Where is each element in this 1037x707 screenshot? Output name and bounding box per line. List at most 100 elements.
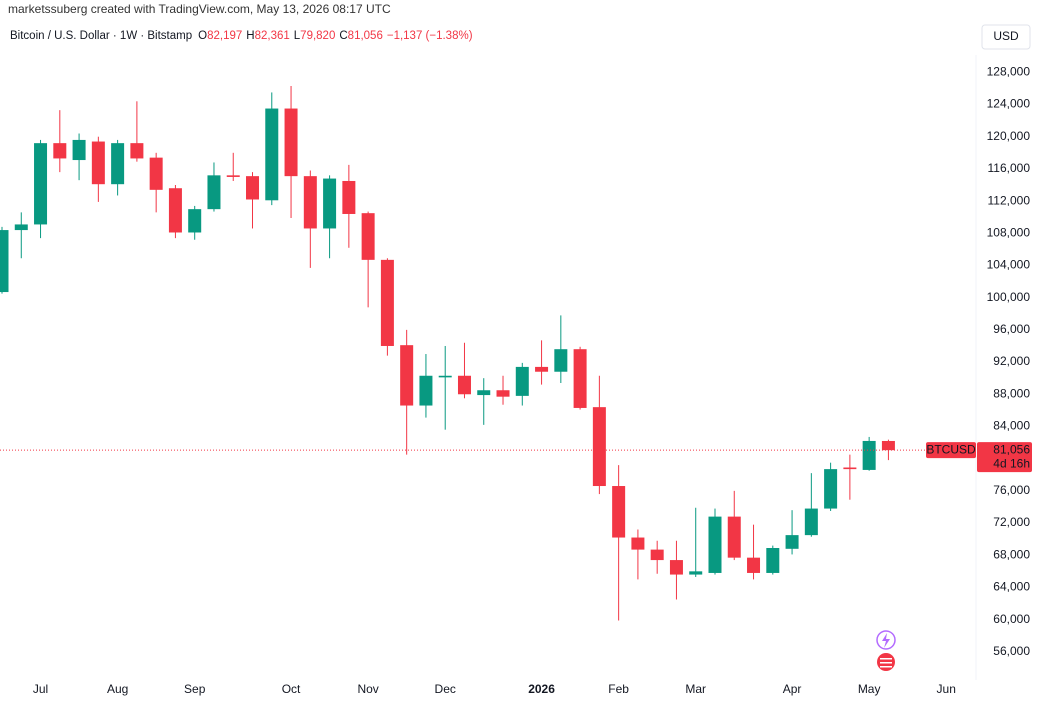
price-countdown: 4d 16h bbox=[993, 456, 1030, 470]
candle-body bbox=[515, 366, 529, 396]
legend-value: 82,197 bbox=[207, 30, 242, 42]
y-tick-label: 88,000 bbox=[993, 386, 1030, 400]
candle-body bbox=[727, 516, 741, 558]
candle-body bbox=[804, 508, 818, 536]
x-tick-label: Oct bbox=[282, 682, 301, 696]
x-tick-label: Nov bbox=[357, 682, 378, 696]
candle-body bbox=[881, 440, 895, 451]
legend-key: L bbox=[294, 30, 301, 42]
y-tick-label: 64,000 bbox=[993, 580, 1030, 594]
currency[interactable]: USD bbox=[993, 29, 1019, 43]
candle-body bbox=[0, 230, 9, 293]
candle-body bbox=[14, 224, 28, 231]
candle-body bbox=[496, 390, 510, 397]
candle-body bbox=[747, 557, 761, 573]
price-tag: 81,056 bbox=[993, 442, 1030, 456]
candle-body bbox=[477, 390, 491, 396]
candle-body bbox=[650, 549, 664, 561]
candle-body bbox=[785, 535, 799, 549]
candle-body bbox=[457, 375, 471, 395]
candle-body bbox=[380, 259, 394, 346]
candle-body bbox=[34, 143, 48, 225]
candle-body bbox=[573, 349, 587, 408]
y-tick-label: 112,000 bbox=[988, 193, 1031, 207]
y-tick-label: 60,000 bbox=[993, 612, 1030, 626]
candle-body bbox=[419, 375, 433, 406]
x-tick-label: May bbox=[858, 682, 881, 696]
candle-body bbox=[689, 571, 703, 575]
candle-body bbox=[284, 108, 298, 177]
legend-change: −1,137 (−1.38%) bbox=[387, 30, 473, 42]
candle-body bbox=[592, 407, 606, 487]
candle-body bbox=[862, 440, 876, 470]
x-tick-label: Dec bbox=[435, 682, 456, 696]
x-tick-label: Sep bbox=[184, 682, 206, 696]
candle-body bbox=[149, 157, 163, 190]
candle-body bbox=[669, 560, 683, 575]
legend-key: C bbox=[339, 30, 347, 42]
candle-body bbox=[72, 139, 86, 161]
x-tick-label: Mar bbox=[685, 682, 706, 696]
x-tick-label: Apr bbox=[783, 682, 802, 696]
candle-body bbox=[612, 486, 626, 538]
price-tag-bg bbox=[977, 442, 1032, 473]
candle-body bbox=[188, 209, 202, 233]
candle-body bbox=[91, 141, 105, 185]
y-tick-label: 116,000 bbox=[988, 161, 1031, 175]
candle-body bbox=[843, 467, 857, 470]
y-tick-label: 96,000 bbox=[993, 322, 1030, 336]
y-tick-label: 108,000 bbox=[987, 225, 1031, 239]
x-tick-label: 2026 bbox=[528, 682, 555, 696]
candle-body bbox=[535, 366, 549, 372]
legend-key: H bbox=[246, 30, 254, 42]
y-tick-label: 120,000 bbox=[987, 129, 1031, 143]
candle-body bbox=[554, 349, 568, 372]
candle-body bbox=[265, 108, 279, 201]
x-tick-label: Jun bbox=[937, 682, 956, 696]
candle-body bbox=[631, 537, 645, 550]
x-tick-label: Aug bbox=[107, 682, 128, 696]
chart-header: Bitcoin / U.S. Dollar · 1W · Bitstamp O82… bbox=[10, 30, 473, 42]
y-tick-label: 56,000 bbox=[993, 644, 1030, 658]
candle-body bbox=[207, 175, 221, 210]
candle-body bbox=[708, 516, 722, 573]
candle-body bbox=[323, 178, 337, 229]
event-icons[interactable] bbox=[876, 630, 896, 671]
y-tick-label: 84,000 bbox=[993, 419, 1030, 433]
x-tick-label: Jul bbox=[33, 682, 48, 696]
y-tick-label: 128,000 bbox=[987, 64, 1031, 78]
symbol-tag: BTCUSD bbox=[926, 442, 976, 456]
candle-body bbox=[130, 143, 144, 159]
legend-value: 82,361 bbox=[255, 30, 290, 42]
candle-body bbox=[824, 469, 838, 509]
y-tick-label: 76,000 bbox=[993, 483, 1030, 497]
y-tick-label: 68,000 bbox=[993, 547, 1030, 561]
symbol-tag-bg bbox=[926, 442, 976, 459]
candle-body bbox=[361, 213, 375, 260]
candle-body bbox=[438, 375, 452, 378]
candle-body bbox=[168, 188, 182, 233]
candle-body bbox=[342, 180, 356, 214]
candle-body bbox=[766, 548, 780, 573]
candle-body bbox=[303, 176, 317, 229]
y-tick-label: 100,000 bbox=[987, 290, 1031, 304]
legend-value: 81,056 bbox=[348, 30, 383, 42]
candle-body bbox=[111, 143, 125, 185]
legend-key: O bbox=[198, 30, 207, 42]
x-tick-label: Feb bbox=[608, 682, 629, 696]
candle-body bbox=[226, 175, 240, 177]
plot-area bbox=[0, 86, 976, 621]
y-tick-label: 72,000 bbox=[993, 515, 1030, 529]
candle-body bbox=[53, 143, 67, 159]
watermark: marketssuberg created with TradingView.c… bbox=[8, 2, 391, 16]
chart-title: Bitcoin / U.S. Dollar · 1W · Bitstamp bbox=[10, 30, 192, 42]
currency-box[interactable] bbox=[981, 24, 1031, 50]
candle-body bbox=[246, 176, 260, 200]
y-tick-label: 104,000 bbox=[987, 258, 1031, 272]
candle-body bbox=[400, 345, 414, 406]
y-tick-label: 92,000 bbox=[993, 354, 1030, 368]
legend-value: 79,820 bbox=[300, 30, 335, 42]
y-tick-label: 124,000 bbox=[987, 97, 1031, 111]
